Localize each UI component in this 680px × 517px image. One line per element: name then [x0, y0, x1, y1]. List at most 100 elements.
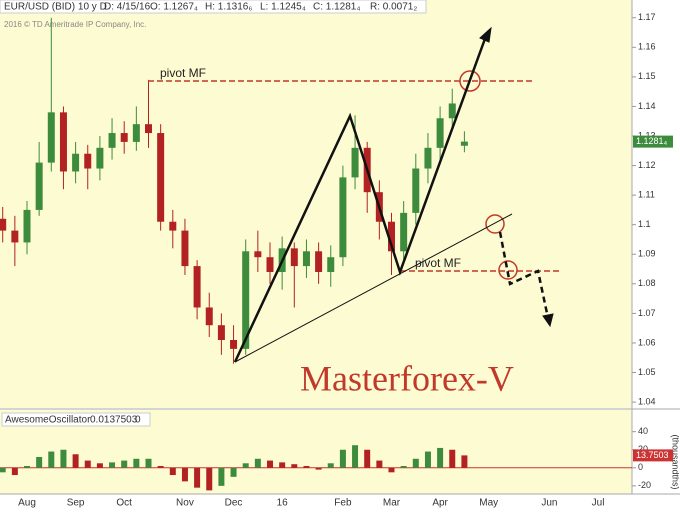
osc-bar — [121, 460, 128, 468]
candle-body — [315, 251, 323, 272]
osc-bar — [0, 467, 6, 473]
x-tick-label: Oct — [116, 498, 132, 509]
osc-bar — [194, 467, 201, 488]
x-tick-label: May — [479, 498, 498, 509]
candle-body — [169, 221, 177, 231]
candle-body — [72, 153, 80, 172]
candle-body — [436, 118, 444, 148]
osc-bar — [364, 449, 371, 468]
arrow-head — [542, 313, 554, 328]
candle-body — [145, 124, 152, 134]
osc-bar — [412, 458, 419, 468]
osc-bar — [315, 467, 322, 470]
header-bar — [0, 0, 427, 14]
osc-bar — [230, 467, 237, 477]
candle-body — [11, 230, 19, 243]
candle-body — [181, 230, 189, 267]
symbol[interactable]: EUR/USD (BID) 10 y D — [4, 2, 107, 13]
y-tick-label: 1.14 — [638, 101, 656, 111]
osc-bar — [303, 466, 310, 468]
osc-bar — [145, 458, 152, 468]
osc-bar — [60, 449, 67, 468]
target-circle — [498, 260, 518, 280]
osc-bar — [48, 451, 55, 468]
osc-bar — [96, 463, 103, 468]
candle-body — [351, 147, 359, 178]
x-tick-label: Nov — [176, 498, 194, 509]
candle-body — [35, 162, 43, 210]
x-tick-label: Aug — [18, 498, 36, 509]
osc-bar — [242, 463, 249, 468]
range: R: 0.0071₂ — [370, 2, 417, 13]
y-tick-label: 0 — [638, 462, 643, 472]
y-tick-label: 1.13 — [638, 130, 656, 140]
wave-lines — [233, 26, 554, 363]
x-tick-label: Sep — [67, 498, 85, 509]
arrow-head — [479, 26, 492, 43]
unit-label: (thousandths) — [671, 434, 680, 489]
x-tick-label: Feb — [334, 498, 352, 509]
osc-bar — [11, 467, 18, 476]
indicator-param: 0 — [135, 415, 141, 426]
candle-body — [412, 168, 420, 213]
candle-body — [157, 133, 165, 222]
osc-bar — [461, 455, 468, 468]
candle-body — [339, 177, 347, 258]
candle-body — [205, 307, 213, 326]
trend-line — [234, 213, 513, 363]
x-tick-label: Dec — [225, 498, 243, 509]
y-tick-label: 40 — [638, 426, 648, 436]
osc-bar — [84, 460, 91, 468]
close: C: 1.1281₄ — [313, 2, 360, 13]
forecast-path — [498, 231, 550, 319]
annotation: pivot MF — [415, 256, 461, 270]
y-tick-label: 1.1 — [638, 219, 651, 229]
axis-area — [632, 0, 680, 494]
x-tick-label: 16 — [277, 498, 289, 509]
osc-bar — [206, 467, 213, 491]
annotation: pivot MF — [160, 66, 206, 80]
x-tick-label: Mar — [383, 498, 401, 509]
candle-body — [230, 340, 238, 349]
y-tick-label: 1.08 — [638, 278, 656, 288]
candle-body — [460, 141, 468, 146]
last-price: 1.1281₄ — [636, 136, 668, 146]
osc-bar — [424, 451, 431, 468]
target-circle — [459, 70, 481, 92]
candle-body — [193, 266, 201, 308]
annotations — [148, 70, 560, 280]
brand: Masterforex-V — [300, 358, 514, 398]
y-tick-label: 1.12 — [638, 160, 656, 170]
candle-body — [23, 209, 31, 243]
osc-bar — [72, 454, 79, 468]
y-tick-label: 1.05 — [638, 367, 656, 377]
osc-bar — [254, 458, 261, 468]
low: L: 1.1245₄ — [260, 2, 306, 13]
osc-bar — [437, 447, 444, 468]
y-tick-label: 1.16 — [638, 42, 656, 52]
x-tick-label: Jun — [541, 498, 557, 509]
candle-body — [254, 251, 262, 258]
y-tick-label: 1.07 — [638, 308, 656, 318]
x-tick-label: Apr — [432, 498, 448, 509]
osc-bar — [291, 464, 298, 468]
x-tick-label: Jul — [592, 498, 605, 509]
high: H: 1.1316₆ — [205, 2, 252, 13]
candle-body — [120, 133, 128, 142]
osc-bar — [24, 466, 30, 468]
last-value-box — [633, 449, 673, 462]
candle-body — [0, 218, 7, 231]
osc-bar — [218, 467, 225, 486]
indicator-value: 0.0137503 — [90, 415, 138, 426]
copyright: 2016 © TD Ameritrade IP Company, Inc. — [4, 20, 146, 29]
candle-body — [242, 251, 250, 349]
candle-body — [400, 212, 408, 252]
open: O: 1.1267₄ — [150, 2, 198, 13]
indicator-name[interactable]: AwesomeOscillator — [5, 415, 91, 426]
osc-bar — [339, 449, 346, 468]
zigzag — [233, 35, 488, 363]
target-circle — [485, 214, 505, 234]
date: D: 4/15/16 — [104, 2, 151, 13]
candle-body — [96, 147, 104, 169]
